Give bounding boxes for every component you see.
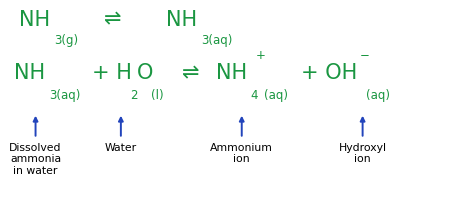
Text: −: − xyxy=(360,49,370,62)
Text: NH: NH xyxy=(19,10,50,30)
Text: 3(aq): 3(aq) xyxy=(201,33,233,47)
Text: Ammonium
ion: Ammonium ion xyxy=(210,143,273,164)
Text: (aq): (aq) xyxy=(366,89,391,102)
Text: 2: 2 xyxy=(130,89,138,102)
Text: O: O xyxy=(137,63,153,83)
Text: Water: Water xyxy=(105,143,137,153)
Text: 3(g): 3(g) xyxy=(55,33,79,47)
Text: (aq): (aq) xyxy=(264,89,289,102)
Text: NH: NH xyxy=(166,10,197,30)
Text: NH: NH xyxy=(14,63,46,83)
Text: ⇌: ⇌ xyxy=(182,63,200,83)
Text: 3(aq): 3(aq) xyxy=(49,89,80,102)
Text: + OH: + OH xyxy=(301,63,357,83)
Text: Hydroxyl
ion: Hydroxyl ion xyxy=(338,143,387,164)
Text: (l): (l) xyxy=(151,89,164,102)
Text: Dissolved
ammonia
in water: Dissolved ammonia in water xyxy=(9,143,62,176)
Text: + H: + H xyxy=(92,63,132,83)
Text: ⇌: ⇌ xyxy=(104,10,122,30)
Text: +: + xyxy=(256,49,266,62)
Text: NH: NH xyxy=(216,63,247,83)
Text: 4: 4 xyxy=(250,89,258,102)
